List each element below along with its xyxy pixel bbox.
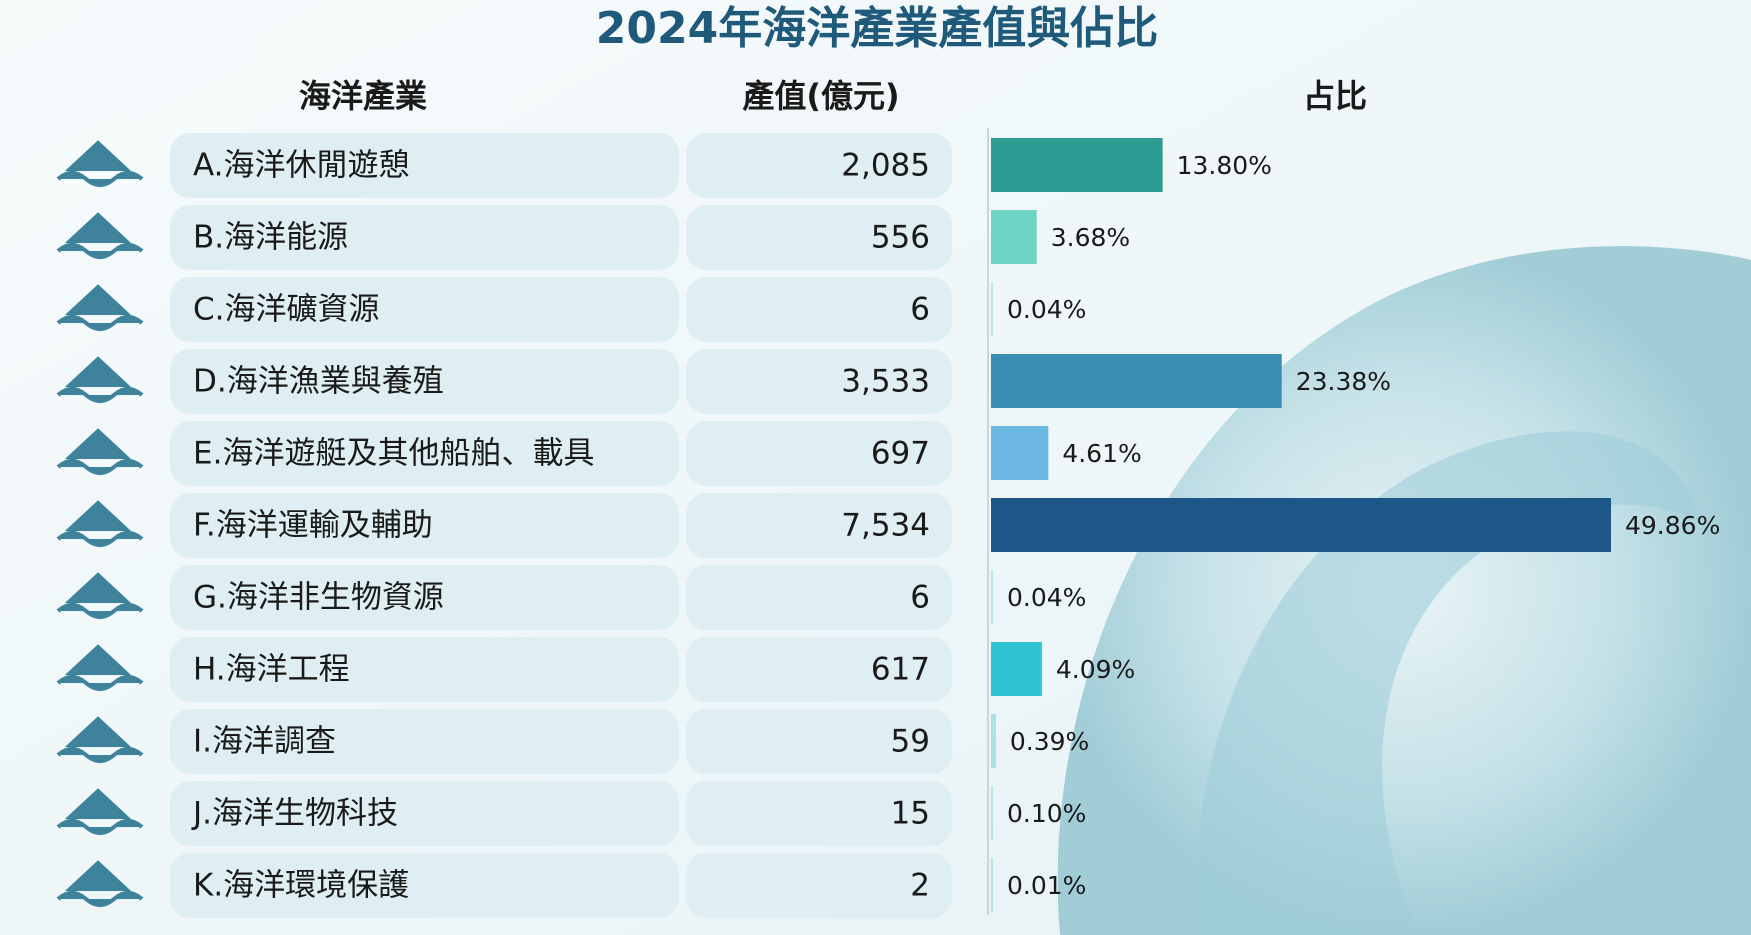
row-cell <box>170 493 679 558</box>
row-cell <box>170 853 679 918</box>
column-header: 產值(億元) <box>742 77 899 115</box>
bar <box>991 138 1163 192</box>
icon <box>56 644 144 691</box>
row-cell <box>686 853 952 918</box>
bar <box>991 786 993 840</box>
output-value: 2,085 <box>841 148 930 184</box>
icon <box>56 356 144 403</box>
category-label: J.海洋生物科技 <box>191 796 398 832</box>
value-label: 4.09% <box>1056 655 1135 684</box>
row-cell <box>686 133 952 198</box>
title: 2024年海洋產業產值與佔比 <box>596 3 1158 54</box>
row-cell <box>170 133 679 198</box>
output-value: 7,534 <box>841 508 930 544</box>
value-label: 4.61% <box>1062 439 1141 468</box>
value-label: 0.10% <box>1007 799 1086 828</box>
category-label: H.海洋工程 <box>193 652 350 688</box>
output-value: 617 <box>871 652 930 688</box>
output-value: 6 <box>910 580 930 616</box>
bar <box>991 642 1042 696</box>
row-cell <box>686 709 952 774</box>
bar <box>991 354 1282 408</box>
bar <box>991 714 996 768</box>
icon <box>56 284 144 331</box>
output-value: 556 <box>871 220 930 256</box>
column-header: 海洋產業 <box>299 77 427 115</box>
icon <box>56 860 144 907</box>
row-cell <box>686 349 952 414</box>
row-cell <box>170 349 679 414</box>
value-label: 13.80% <box>1177 151 1272 180</box>
output-value: 15 <box>891 796 930 832</box>
icon <box>56 428 144 475</box>
category-label: I.海洋調查 <box>193 724 336 760</box>
category-label: A.海洋休閒遊憩 <box>193 148 410 184</box>
value-label: 0.39% <box>1010 727 1089 756</box>
value-label: 0.01% <box>1007 871 1086 900</box>
category-label: B.海洋能源 <box>193 220 348 256</box>
row-cell <box>170 709 679 774</box>
row-cell <box>686 637 952 702</box>
icon <box>56 572 144 619</box>
row-cell <box>170 421 679 486</box>
bar <box>991 858 993 912</box>
icon <box>56 716 144 763</box>
row-cell <box>686 421 952 486</box>
icon <box>56 788 144 835</box>
column-header: 占比 <box>1303 77 1367 115</box>
row-cell <box>170 277 679 342</box>
row-cell <box>686 277 952 342</box>
value-label: 0.04% <box>1007 295 1086 324</box>
icon <box>56 212 144 259</box>
icon <box>56 140 144 187</box>
bar <box>991 570 993 624</box>
bar <box>991 210 1037 264</box>
output-value: 2 <box>910 868 930 904</box>
row-cell <box>686 205 952 270</box>
output-value: 697 <box>871 436 930 472</box>
category-label: E.海洋遊艇及其他船舶、載具 <box>193 436 594 472</box>
category-label: G.海洋非生物資源 <box>193 580 444 616</box>
value-label: 49.86% <box>1625 511 1720 540</box>
value-label: 3.68% <box>1051 223 1130 252</box>
row-cell <box>170 565 679 630</box>
row-cell <box>170 637 679 702</box>
category-label: F.海洋運輸及輔助 <box>193 508 433 544</box>
bar <box>991 426 1049 480</box>
value-label: 23.38% <box>1296 367 1391 396</box>
category-label: D.海洋漁業與養殖 <box>193 364 444 400</box>
output-value: 59 <box>891 724 930 760</box>
icon <box>56 500 144 547</box>
wave-decoration <box>1196 431 1700 935</box>
bar <box>991 282 993 336</box>
bar <box>991 498 1611 552</box>
row-cell <box>170 781 679 846</box>
row-cell <box>686 565 952 630</box>
category-label: K.海洋環境保護 <box>193 868 409 904</box>
row-cell <box>686 493 952 558</box>
value-label: 0.04% <box>1007 583 1086 612</box>
category-label: C.海洋礦資源 <box>193 292 380 328</box>
row-cell <box>170 205 679 270</box>
row-cell <box>686 781 952 846</box>
output-value: 6 <box>910 292 930 328</box>
output-value: 3,533 <box>841 364 930 400</box>
